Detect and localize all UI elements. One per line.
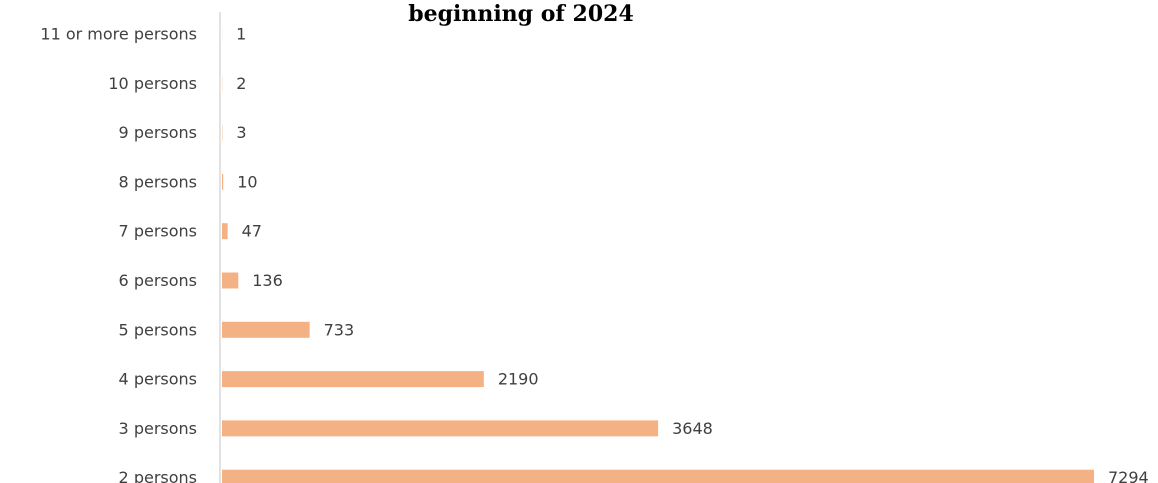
- category-label: 7 persons: [119, 222, 197, 241]
- data-label: 3648: [672, 419, 713, 438]
- bar: [222, 371, 484, 388]
- category-label: 8 persons: [119, 172, 197, 191]
- category-label: 6 persons: [119, 271, 197, 290]
- data-label: 47: [242, 222, 262, 241]
- category-label: 9 persons: [119, 123, 197, 142]
- category-labels-group: 11 or more persons 10 persons 9 persons 8 p…: [40, 25, 197, 483]
- data-label: 1: [236, 25, 246, 44]
- bar: [222, 223, 228, 240]
- data-label: 2: [236, 74, 246, 93]
- data-label: 136: [252, 271, 283, 290]
- category-label: 10 persons: [108, 74, 197, 93]
- bar: [222, 469, 1094, 483]
- data-label: 10: [237, 172, 257, 191]
- bars-group: [222, 26, 1094, 483]
- value-labels-group: 1 2 3 10 47 136 733 2190 3648 7294: [236, 25, 1149, 483]
- bar: [222, 420, 659, 437]
- category-label: 4 persons: [119, 370, 197, 389]
- bar: [222, 321, 310, 338]
- data-label: 3: [236, 123, 246, 142]
- category-label: 3 persons: [119, 419, 197, 438]
- data-label: 7294: [1108, 468, 1149, 483]
- data-label: 2190: [498, 370, 539, 389]
- bar: [222, 272, 239, 289]
- category-label: 11 or more persons: [40, 25, 197, 44]
- category-label: 2 persons: [119, 468, 197, 483]
- chart-title: beginning of 2024: [408, 1, 634, 27]
- category-label: 5 persons: [119, 320, 197, 339]
- bar: [222, 173, 224, 190]
- data-label: 733: [324, 320, 355, 339]
